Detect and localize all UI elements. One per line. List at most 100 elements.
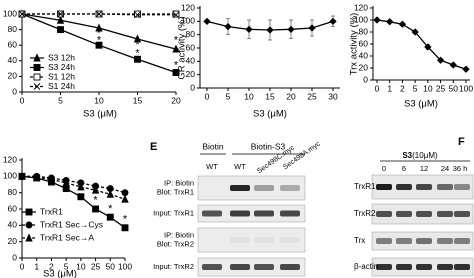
legend-label: TrxR1 xyxy=(40,206,63,216)
band xyxy=(254,264,274,270)
x-tick-label: 0 xyxy=(375,83,380,93)
x-axis-label: S3 (μM) xyxy=(404,99,438,110)
band xyxy=(437,238,453,244)
band xyxy=(280,210,300,217)
x-tick-label: 10 xyxy=(94,95,104,105)
annotation: * xyxy=(108,203,113,215)
band xyxy=(202,264,222,270)
x-tick-label: 25 xyxy=(307,91,317,101)
lane-label: WT xyxy=(234,162,246,171)
band xyxy=(416,184,432,190)
y-tick-label: 100 xyxy=(181,16,195,26)
axis xyxy=(372,6,470,81)
lane-label: Sec498A.myc xyxy=(282,140,322,171)
marker xyxy=(134,55,141,63)
y-tick-label: 100 xyxy=(354,14,368,24)
marker xyxy=(95,41,103,49)
y-tick-label: 120 xyxy=(181,2,195,12)
x-tick-label: 1 xyxy=(34,261,39,271)
time-label: 36 h xyxy=(453,164,468,173)
marker xyxy=(57,26,64,34)
legend-label: S3 12h xyxy=(48,52,75,62)
x-tick-label: 10 xyxy=(423,83,433,93)
band xyxy=(376,238,392,244)
band xyxy=(396,211,412,217)
marker xyxy=(25,221,33,229)
x-tick-label: 50 xyxy=(106,261,116,271)
x-tick-label: 0 xyxy=(205,91,210,101)
marker xyxy=(25,233,33,242)
marker xyxy=(386,18,394,26)
marker xyxy=(133,34,142,43)
row-label: Input: TrxR2 xyxy=(153,262,194,271)
y-tick-label: 20 xyxy=(8,236,18,246)
annotation: * xyxy=(79,185,84,197)
x-tick-label: 10 xyxy=(76,261,86,271)
time-label: 6 xyxy=(402,164,406,173)
marker xyxy=(424,43,432,51)
marker xyxy=(106,213,114,221)
y-tick-label: 0 xyxy=(363,74,368,84)
marker xyxy=(77,193,85,201)
band xyxy=(396,184,412,190)
marker xyxy=(56,15,65,24)
row-label: β-actin xyxy=(354,262,378,271)
y-tick-label: 80 xyxy=(186,29,196,39)
y-tick-label: 120 xyxy=(354,2,368,12)
band xyxy=(437,184,453,190)
marker xyxy=(33,172,41,181)
axis xyxy=(199,6,340,89)
x-tick-label: 0 xyxy=(20,261,25,271)
annotation: * xyxy=(135,39,140,51)
annotation: * xyxy=(97,34,102,46)
marker xyxy=(92,205,100,213)
x-tick-label: 25 xyxy=(436,83,446,93)
band xyxy=(254,210,274,217)
marker xyxy=(398,20,407,28)
x-tick-label: 30 xyxy=(328,91,338,101)
band xyxy=(280,264,300,270)
blot xyxy=(197,204,306,223)
marker xyxy=(121,194,129,203)
x-tick-label: 5 xyxy=(226,91,231,101)
y-tick-label: 80 xyxy=(8,187,18,197)
x-tick-label: 25 xyxy=(91,261,101,271)
marker xyxy=(95,23,103,32)
blot xyxy=(197,257,306,277)
x-tick-label: 15 xyxy=(133,95,143,105)
marker xyxy=(436,56,445,64)
marker xyxy=(308,24,316,32)
y-tick-label: 60 xyxy=(359,38,369,48)
x-tick-label: 2 xyxy=(400,83,405,93)
legend-label: TrxR1 Sec→A xyxy=(40,232,94,242)
legend-label: TrxR1 Sec→Cys xyxy=(40,219,103,229)
y-tick-label: 0 xyxy=(190,82,195,92)
group-label: Biotin xyxy=(202,141,224,151)
marker xyxy=(329,17,337,25)
annotation: * xyxy=(135,48,140,60)
band xyxy=(230,237,250,243)
marker xyxy=(121,224,129,232)
band xyxy=(376,264,392,270)
y-tick-label: 0 xyxy=(12,252,17,262)
y-tick-label: 100 xyxy=(3,171,17,181)
legend-label: S1 12h xyxy=(48,71,75,81)
marker xyxy=(33,64,41,71)
treatment-bold: S3 xyxy=(402,151,412,160)
marker xyxy=(287,25,295,33)
marker xyxy=(172,11,180,19)
marker xyxy=(77,182,85,191)
y-tick-label: 60 xyxy=(186,42,196,52)
y-tick-label: 40 xyxy=(8,220,18,230)
y-tick-label: 0 xyxy=(12,86,17,96)
annotation: * xyxy=(93,195,98,207)
marker xyxy=(172,10,180,18)
y-tick-label: 100 xyxy=(3,8,17,18)
y-axis-label: GR activity (%) xyxy=(177,16,188,79)
y-tick-label: 20 xyxy=(8,71,18,81)
lane-label: WT xyxy=(206,162,218,171)
panel-label: E xyxy=(150,141,157,153)
x-tick-label: 20 xyxy=(171,95,181,105)
annotation: * xyxy=(174,34,179,46)
marker xyxy=(172,69,180,76)
